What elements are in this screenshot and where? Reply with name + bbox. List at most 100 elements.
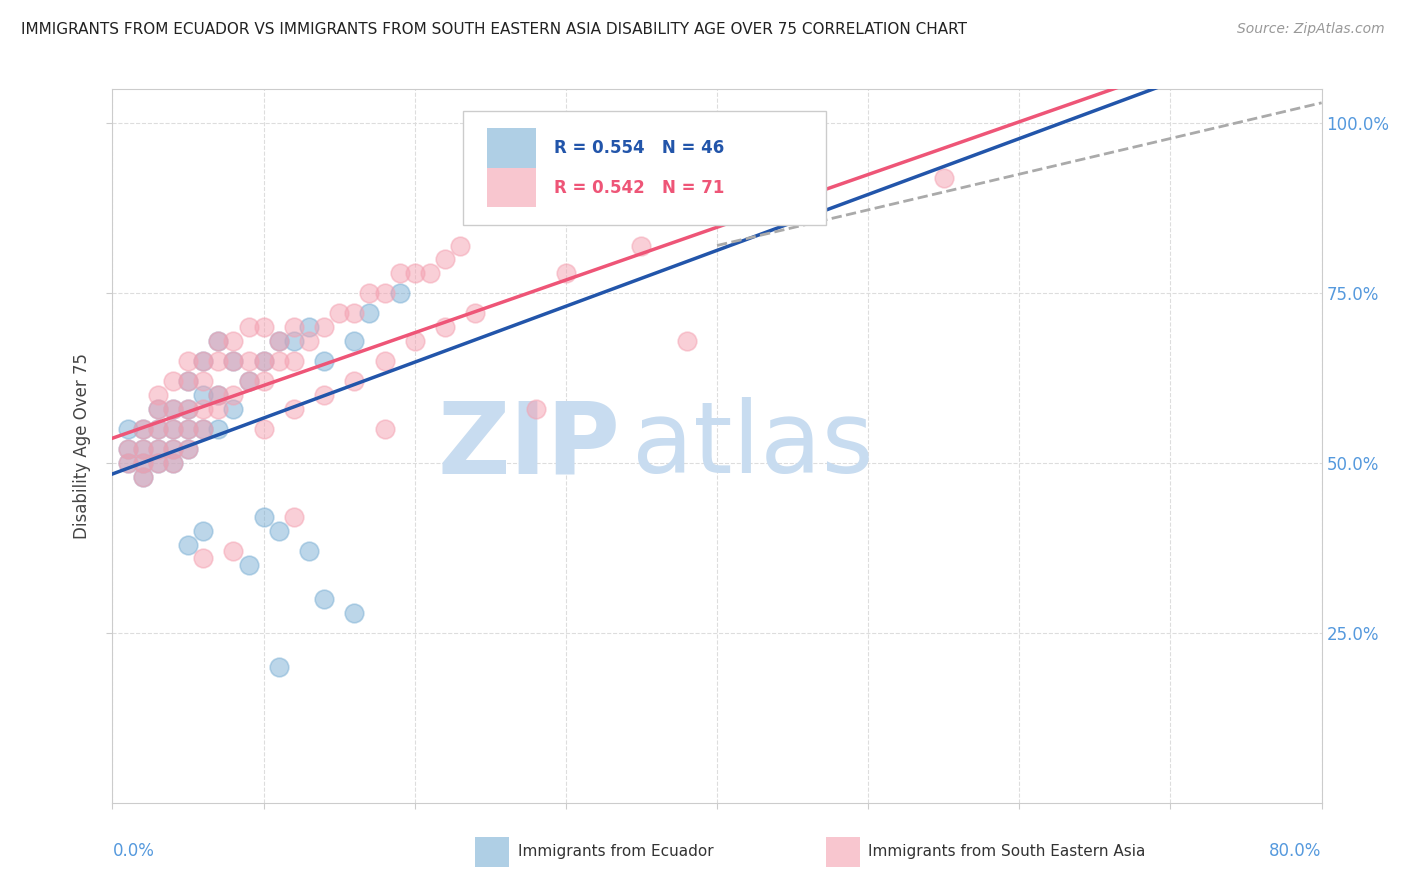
Point	[222, 334, 245, 348]
Point	[343, 306, 366, 320]
Point	[132, 422, 155, 436]
Point	[162, 456, 184, 470]
Point	[207, 334, 229, 348]
Point	[162, 422, 184, 436]
Point	[374, 422, 396, 436]
Point	[630, 129, 652, 144]
Y-axis label: Disability Age Over 75: Disability Age Over 75	[73, 353, 91, 539]
Point	[222, 544, 245, 558]
Text: atlas: atlas	[633, 398, 875, 494]
Point	[132, 456, 155, 470]
Text: Source: ZipAtlas.com: Source: ZipAtlas.com	[1237, 22, 1385, 37]
Point	[207, 422, 229, 436]
Point	[298, 320, 321, 334]
Point	[343, 375, 366, 389]
Point	[267, 354, 290, 368]
Point	[253, 422, 276, 436]
Point	[283, 334, 305, 348]
Point	[177, 375, 200, 389]
Point	[162, 401, 184, 416]
Point	[267, 334, 290, 348]
Point	[253, 354, 276, 368]
Point	[207, 354, 229, 368]
Point	[191, 354, 214, 368]
Point	[388, 266, 411, 280]
Point	[343, 334, 366, 348]
FancyBboxPatch shape	[463, 111, 825, 225]
Point	[162, 456, 184, 470]
Point	[146, 422, 169, 436]
Point	[283, 401, 305, 416]
Point	[524, 401, 547, 416]
Point	[162, 422, 184, 436]
Point	[283, 510, 305, 524]
Point	[177, 537, 200, 551]
Point	[404, 266, 426, 280]
Point	[162, 375, 184, 389]
Point	[283, 354, 305, 368]
Point	[191, 422, 214, 436]
Point	[117, 456, 139, 470]
Point	[419, 266, 441, 280]
Point	[177, 442, 200, 457]
Point	[117, 442, 139, 457]
Point	[314, 354, 336, 368]
Bar	[825, 837, 859, 867]
Point	[162, 401, 184, 416]
Point	[191, 388, 214, 402]
Point	[146, 401, 169, 416]
Point	[132, 469, 155, 483]
Point	[314, 320, 336, 334]
Point	[222, 354, 245, 368]
Point	[464, 306, 486, 320]
Point	[388, 286, 411, 301]
Point	[207, 388, 229, 402]
Text: Immigrants from Ecuador: Immigrants from Ecuador	[517, 844, 713, 859]
Point	[191, 354, 214, 368]
Point	[253, 375, 276, 389]
Point	[146, 442, 169, 457]
Point	[207, 401, 229, 416]
Point	[146, 388, 169, 402]
Point	[177, 401, 200, 416]
Point	[374, 286, 396, 301]
Text: 0.0%: 0.0%	[112, 842, 155, 860]
Point	[253, 354, 276, 368]
Point	[177, 375, 200, 389]
Text: ZIP: ZIP	[437, 398, 620, 494]
Bar	[475, 837, 509, 867]
Point	[267, 524, 290, 538]
Point	[132, 442, 155, 457]
Point	[177, 422, 200, 436]
Point	[238, 375, 260, 389]
Point	[207, 334, 229, 348]
Point	[283, 320, 305, 334]
Point	[177, 401, 200, 416]
Point	[177, 354, 200, 368]
Point	[314, 388, 336, 402]
Point	[177, 442, 200, 457]
Point	[404, 334, 426, 348]
Point	[132, 422, 155, 436]
Point	[132, 442, 155, 457]
Point	[191, 401, 214, 416]
Point	[359, 306, 381, 320]
Point	[554, 266, 576, 280]
Point	[706, 198, 728, 212]
Bar	[488, 168, 536, 207]
Point	[675, 334, 697, 348]
Text: IMMIGRANTS FROM ECUADOR VS IMMIGRANTS FROM SOUTH EASTERN ASIA DISABILITY AGE OVE: IMMIGRANTS FROM ECUADOR VS IMMIGRANTS FR…	[21, 22, 967, 37]
Point	[191, 551, 214, 566]
Point	[146, 401, 169, 416]
Point	[238, 354, 260, 368]
Point	[117, 422, 139, 436]
Point	[630, 238, 652, 252]
Point	[314, 591, 336, 606]
Point	[191, 422, 214, 436]
Point	[132, 469, 155, 483]
Point	[449, 238, 471, 252]
Point	[267, 334, 290, 348]
Point	[132, 456, 155, 470]
Point	[207, 388, 229, 402]
Point	[253, 510, 276, 524]
